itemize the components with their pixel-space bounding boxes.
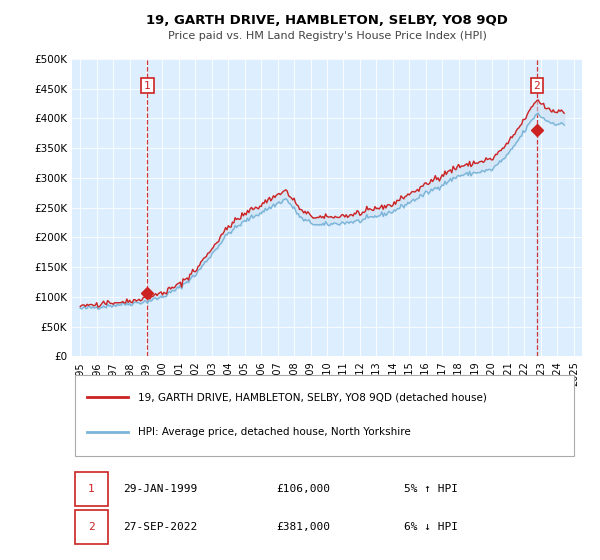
Text: 2: 2 bbox=[88, 522, 95, 532]
Text: 2: 2 bbox=[533, 81, 540, 91]
Text: 27-SEP-2022: 27-SEP-2022 bbox=[123, 522, 197, 532]
Text: 29-JAN-1999: 29-JAN-1999 bbox=[123, 484, 197, 494]
Text: Price paid vs. HM Land Registry's House Price Index (HPI): Price paid vs. HM Land Registry's House … bbox=[167, 31, 487, 41]
FancyBboxPatch shape bbox=[74, 375, 574, 456]
Text: 19, GARTH DRIVE, HAMBLETON, SELBY, YO8 9QD (detached house): 19, GARTH DRIVE, HAMBLETON, SELBY, YO8 9… bbox=[139, 392, 487, 402]
Text: HPI: Average price, detached house, North Yorkshire: HPI: Average price, detached house, Nort… bbox=[139, 427, 411, 437]
Text: 6% ↓ HPI: 6% ↓ HPI bbox=[404, 522, 458, 532]
Text: 1: 1 bbox=[144, 81, 151, 91]
Text: 1: 1 bbox=[88, 484, 95, 494]
Text: 19, GARTH DRIVE, HAMBLETON, SELBY, YO8 9QD: 19, GARTH DRIVE, HAMBLETON, SELBY, YO8 9… bbox=[146, 14, 508, 27]
Text: 5% ↑ HPI: 5% ↑ HPI bbox=[404, 484, 458, 494]
FancyBboxPatch shape bbox=[74, 510, 108, 544]
Text: £381,000: £381,000 bbox=[276, 522, 330, 532]
Text: £106,000: £106,000 bbox=[276, 484, 330, 494]
FancyBboxPatch shape bbox=[74, 472, 108, 506]
